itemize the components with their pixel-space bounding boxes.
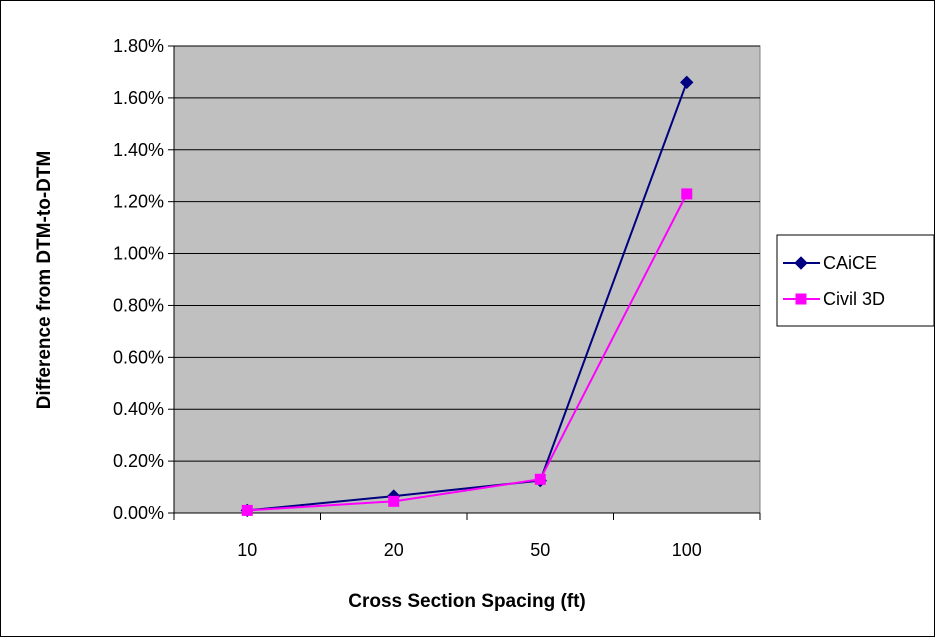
y-tick-label: 1.20% bbox=[113, 192, 164, 212]
x-tick-label: 10 bbox=[237, 540, 257, 560]
y-tick-label: 1.60% bbox=[113, 88, 164, 108]
series-civil-3d bbox=[241, 188, 693, 516]
x-tick-label: 20 bbox=[384, 540, 404, 560]
data-point bbox=[534, 473, 546, 485]
y-tick-label: 0.20% bbox=[113, 451, 164, 471]
plot-area bbox=[173, 45, 761, 514]
x-axis-title: Cross Section Spacing (ft) bbox=[348, 591, 586, 612]
data-point bbox=[681, 188, 693, 200]
data-point bbox=[388, 495, 400, 507]
x-tick-label: 50 bbox=[530, 540, 550, 560]
y-tick-label: 1.00% bbox=[113, 244, 164, 264]
data-point bbox=[241, 504, 253, 516]
legend-marker bbox=[795, 293, 807, 305]
legend-marker bbox=[794, 256, 808, 270]
y-tick-label: 0.80% bbox=[113, 295, 164, 315]
y-tick-label: 1.80% bbox=[113, 36, 164, 56]
series-line bbox=[247, 81, 688, 512]
legend-entry: CAiCE bbox=[783, 253, 877, 273]
x-tick-labels: 10 20 50 100 bbox=[237, 540, 702, 560]
legend-entry: Civil 3D bbox=[783, 289, 885, 309]
axes bbox=[173, 46, 761, 520]
y-tick-label: 1.40% bbox=[113, 140, 164, 160]
legend-box bbox=[776, 234, 935, 327]
legend: CAiCE Civil 3D bbox=[776, 234, 935, 327]
series-line bbox=[247, 193, 688, 512]
y-tick-label: 0.40% bbox=[113, 399, 164, 419]
x-tick-label: 100 bbox=[672, 540, 702, 560]
y-tick-labels: 0.00% 0.20% 0.40% 0.60% 0.80% 1.00% 1.20% 1.40%… bbox=[113, 36, 164, 523]
legend-label: CAiCE bbox=[823, 253, 877, 273]
y-tick-label: 0.60% bbox=[113, 347, 164, 367]
y-tick-label: 0.00% bbox=[113, 503, 164, 523]
legend-label: Civil 3D bbox=[823, 289, 885, 309]
series-lines bbox=[240, 75, 694, 518]
y-axis-title: Difference from DTM-to-DTM bbox=[34, 151, 55, 410]
data-point bbox=[680, 75, 694, 90]
